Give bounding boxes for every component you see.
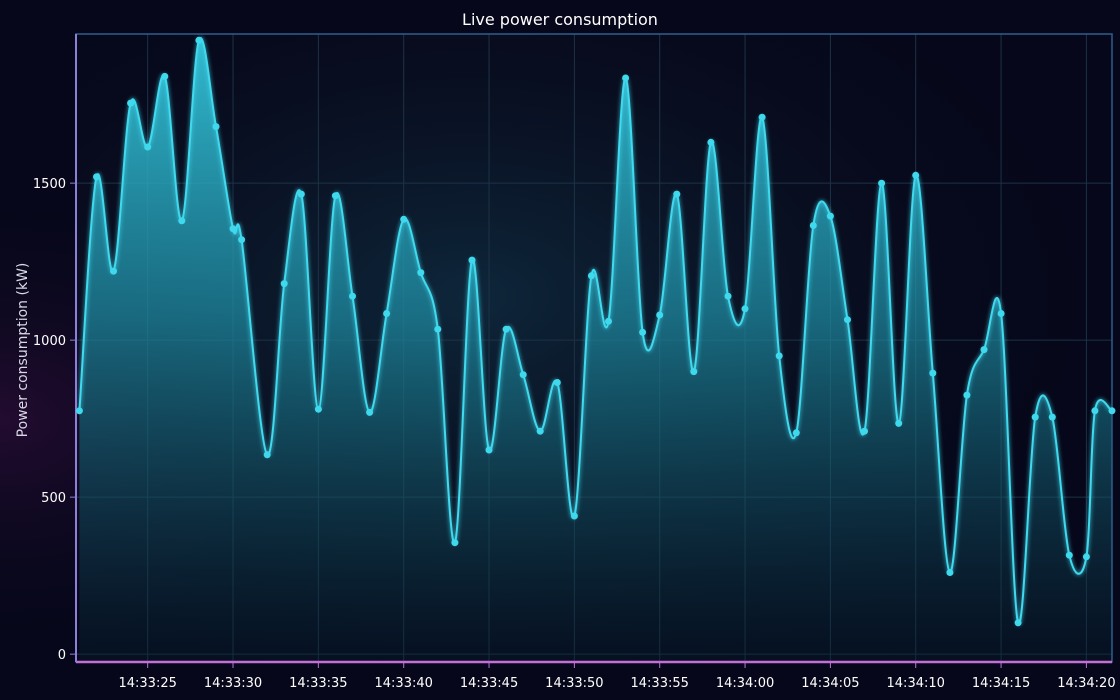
x-tick-label: 14:34:00: [716, 676, 774, 691]
x-tick-label: 14:34:05: [801, 676, 859, 691]
data-point[interactable]: [605, 317, 612, 325]
data-point[interactable]: [212, 123, 220, 131]
data-point[interactable]: [587, 272, 595, 280]
x-tick-label: 14:33:25: [118, 676, 176, 691]
data-point[interactable]: [297, 190, 305, 198]
data-point[interactable]: [758, 113, 766, 121]
data-point[interactable]: [963, 391, 971, 399]
data-point[interactable]: [161, 72, 169, 80]
data-point[interactable]: [314, 405, 322, 413]
data-point[interactable]: [1048, 413, 1056, 421]
data-point[interactable]: [997, 310, 1005, 317]
data-point[interactable]: [485, 446, 493, 454]
y-tick-label: 500: [41, 491, 66, 506]
data-point[interactable]: [1014, 619, 1022, 627]
data-point[interactable]: [502, 325, 510, 333]
data-point[interactable]: [1031, 413, 1039, 421]
data-point[interactable]: [639, 328, 647, 336]
series-line: [78, 37, 1112, 625]
data-point[interactable]: [1065, 551, 1073, 559]
data-point[interactable]: [366, 408, 374, 416]
data-point[interactable]: [809, 222, 817, 229]
x-tick-label: 14:33:45: [460, 676, 518, 691]
data-point[interactable]: [980, 346, 988, 354]
data-point[interactable]: [1082, 553, 1090, 561]
x-tick-label: 14:33:35: [289, 676, 347, 691]
data-point[interactable]: [451, 539, 459, 547]
data-point[interactable]: [93, 173, 100, 181]
data-point[interactable]: [127, 99, 135, 107]
data-point[interactable]: [673, 190, 681, 198]
data-point[interactable]: [110, 267, 117, 275]
data-point[interactable]: [622, 74, 630, 82]
y-axis-label: Power consumption (kW): [15, 263, 31, 438]
x-tick-label: 14:34:20: [1057, 676, 1115, 691]
data-point[interactable]: [895, 419, 903, 427]
x-tick-label: 14:33:30: [204, 676, 262, 691]
x-tick-label: 14:34:15: [972, 676, 1030, 691]
data-point[interactable]: [707, 138, 715, 146]
data-point[interactable]: [844, 316, 851, 324]
data-point[interactable]: [144, 143, 152, 151]
data-point[interactable]: [826, 212, 834, 220]
x-tick-label: 14:33:50: [545, 676, 603, 691]
data-point[interactable]: [878, 179, 886, 187]
x-tick-label: 14:34:10: [887, 676, 945, 691]
data-point[interactable]: [349, 292, 356, 300]
data-point[interactable]: [775, 352, 783, 360]
data-point[interactable]: [383, 310, 391, 317]
data-point[interactable]: [263, 451, 271, 459]
data-point[interactable]: [238, 236, 246, 244]
data-point[interactable]: [553, 379, 561, 386]
y-axis: 0 500 1000 1500: [33, 177, 76, 663]
plot-frame: [75, 33, 1113, 664]
data-point[interactable]: [929, 369, 937, 377]
data-point[interactable]: [434, 325, 442, 333]
data-point[interactable]: [570, 512, 578, 520]
data-point[interactable]: [946, 569, 954, 576]
y-tick-label: 1500: [33, 177, 66, 192]
data-point[interactable]: [724, 292, 732, 300]
data-markers: [75, 36, 1116, 627]
data-point[interactable]: [195, 36, 203, 44]
data-point[interactable]: [912, 171, 920, 179]
data-point[interactable]: [331, 192, 339, 200]
data-point[interactable]: [656, 311, 664, 319]
x-axis: 14:33:25 14:33:30 14:33:35 14:33:40 14:33:45…: [118, 662, 1116, 691]
data-point[interactable]: [417, 269, 425, 277]
data-point[interactable]: [690, 368, 698, 376]
data-point[interactable]: [741, 305, 749, 313]
y-tick-label: 0: [58, 648, 66, 663]
data-point[interactable]: [519, 371, 527, 379]
data-point[interactable]: [1108, 407, 1116, 415]
data-point[interactable]: [536, 427, 544, 435]
chart-title: Live power consumption: [462, 10, 658, 29]
y-tick-label: 1000: [33, 334, 66, 349]
x-tick-label: 14:33:55: [631, 676, 689, 691]
data-point[interactable]: [861, 427, 868, 435]
data-point[interactable]: [1091, 407, 1099, 415]
data-point[interactable]: [468, 256, 476, 264]
data-point[interactable]: [400, 215, 408, 223]
data-point[interactable]: [280, 280, 288, 288]
x-tick-label: 14:33:40: [375, 676, 433, 691]
data-point[interactable]: [178, 217, 186, 225]
data-point[interactable]: [75, 407, 83, 415]
data-point[interactable]: [229, 225, 237, 233]
data-point[interactable]: [792, 429, 800, 437]
